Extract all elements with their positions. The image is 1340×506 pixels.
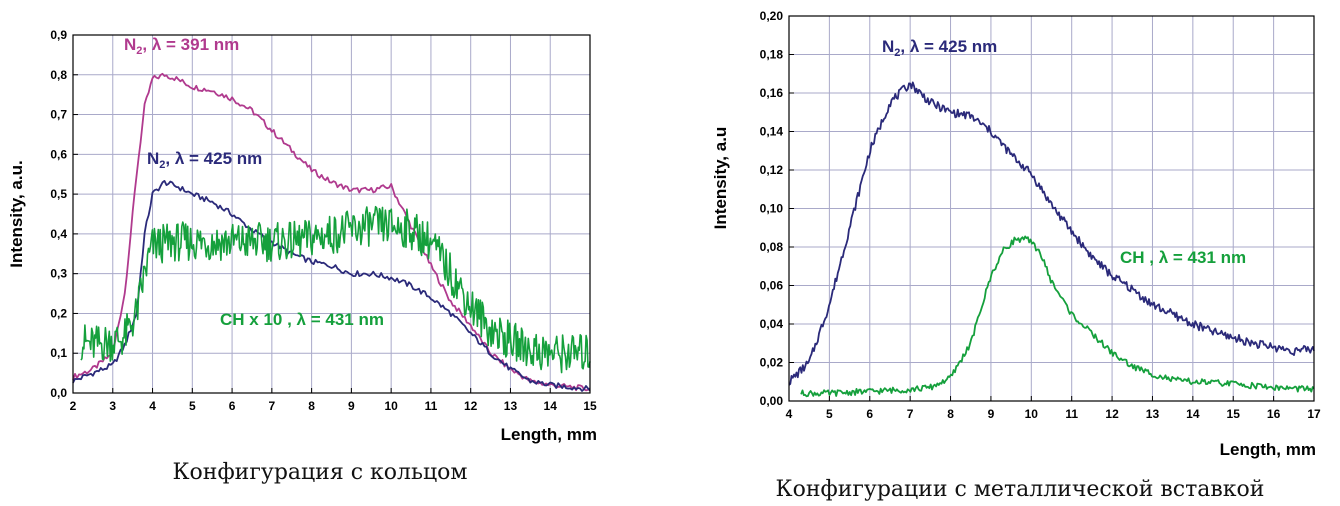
y-tick-label: 0,20 xyxy=(760,9,784,23)
y-tick-label: 0,02 xyxy=(760,356,784,370)
series-line xyxy=(72,180,591,392)
y-tick-label: 0,2 xyxy=(50,306,67,320)
x-tick-label: 10 xyxy=(384,399,398,413)
x-tick-label: 7 xyxy=(907,407,914,421)
x-tick-label: 14 xyxy=(1186,407,1200,421)
x-tick-label: 9 xyxy=(988,407,995,421)
x-tick-label: 13 xyxy=(1146,407,1160,421)
left-x-tick-labels: 2 3 4 5 6 7 8 9 10 11 12 13 14 15 xyxy=(70,399,597,413)
right-plot-frame xyxy=(788,15,1315,402)
x-tick-label: 3 xyxy=(109,399,116,413)
y-tick-label: 0,14 xyxy=(760,125,784,139)
x-tick-label: 12 xyxy=(1105,407,1119,421)
y-tick-label: 0,8 xyxy=(50,68,67,82)
y-tick-label: 0,16 xyxy=(760,86,784,100)
x-tick-label: 4 xyxy=(149,399,156,413)
chart-ring-configuration: 2 3 4 5 6 7 8 9 10 11 12 13 14 15 0,00,10,20,30,40,50… xyxy=(7,28,597,485)
right-annotation-n2-425: N2, λ = 425 nm xyxy=(882,37,997,59)
x-tick-label: 10 xyxy=(1025,407,1039,421)
x-tick-label: 16 xyxy=(1267,407,1281,421)
right-y-axis-label: Intensity, a.u xyxy=(711,127,730,230)
y-tick-label: 0,10 xyxy=(760,202,784,216)
y-tick-label: 0,0 xyxy=(50,386,67,400)
x-tick-label: 6 xyxy=(866,407,873,421)
x-tick-label: 8 xyxy=(947,407,954,421)
right-y-tick-labels: 0,00 0,02 0,04 0,06 0,08 0,10 0,12 0,14 0,16 0,18… xyxy=(760,9,784,408)
y-tick-label: 0,6 xyxy=(50,147,67,161)
right-gridlines xyxy=(788,15,1315,402)
left-plot-frame xyxy=(72,34,591,394)
y-tick-label: 0,1 xyxy=(50,346,67,360)
y-tick-label: 0,08 xyxy=(760,240,784,254)
x-tick-label: 6 xyxy=(229,399,236,413)
x-tick-label: 4 xyxy=(786,407,793,421)
right-x-tick-labels: 4 5 6 7 8 9 10 11 12 13 14 15 16 17 xyxy=(786,407,1321,421)
y-tick-label: 0,4 xyxy=(50,227,67,241)
x-tick-label: 17 xyxy=(1307,407,1321,421)
right-caption: Конфигурации с металлической вставкой xyxy=(776,477,1265,502)
x-tick-label: 9 xyxy=(348,399,355,413)
left-annotation-n2-425: N2, λ = 425 nm xyxy=(147,149,262,171)
y-tick-label: 0,06 xyxy=(760,279,784,293)
series-line xyxy=(800,235,1315,398)
x-tick-label: 7 xyxy=(269,399,276,413)
left-x-axis-label: Length, mm xyxy=(501,425,597,444)
left-gridlines xyxy=(72,34,591,394)
y-tick-label: 0,3 xyxy=(50,267,67,281)
left-series-group xyxy=(72,72,591,392)
left-annotation-n2-391: N2, λ = 391 nm xyxy=(124,35,239,57)
x-tick-label: 13 xyxy=(504,399,518,413)
x-tick-label: 11 xyxy=(1065,407,1078,421)
x-tick-label: 15 xyxy=(583,399,597,413)
y-tick-label: 0,7 xyxy=(50,108,67,122)
chart-metal-insert-configuration: 4 5 6 7 8 9 10 11 12 13 14 15 16 17 0,000,020,040,060… xyxy=(711,9,1321,502)
x-tick-label: 8 xyxy=(308,399,315,413)
left-annotation-ch: CH x 10 , λ = 431 nm xyxy=(220,310,384,329)
y-tick-label: 0,00 xyxy=(760,394,784,408)
x-tick-label: 11 xyxy=(425,399,438,413)
x-tick-label: 12 xyxy=(464,399,478,413)
y-tick-label: 0,9 xyxy=(50,28,67,42)
y-tick-label: 0,5 xyxy=(50,187,67,201)
right-annotation-ch: CH , λ = 431 nm xyxy=(1120,248,1246,267)
series-line xyxy=(80,205,591,374)
x-tick-label: 14 xyxy=(544,399,558,413)
right-x-axis-label: Length, mm xyxy=(1220,440,1316,459)
x-tick-label: 5 xyxy=(189,399,196,413)
left-y-tick-labels: 0,0 0,1 0,2 0,3 0,4 0,5 0,6 0,7 0,8 0,9 xyxy=(50,28,67,400)
left-caption: Конфигурация с кольцом xyxy=(173,460,468,485)
right-series-group xyxy=(788,81,1315,398)
y-tick-label: 0,18 xyxy=(760,48,784,62)
y-tick-label: 0,04 xyxy=(760,317,784,331)
y-tick-label: 0,12 xyxy=(760,163,784,177)
left-y-axis-label: Intensity, a.u. xyxy=(7,160,26,267)
series-line xyxy=(72,72,591,392)
x-tick-label: 2 xyxy=(70,399,77,413)
series-line xyxy=(788,81,1315,386)
x-tick-label: 15 xyxy=(1227,407,1241,421)
x-tick-label: 5 xyxy=(826,407,833,421)
